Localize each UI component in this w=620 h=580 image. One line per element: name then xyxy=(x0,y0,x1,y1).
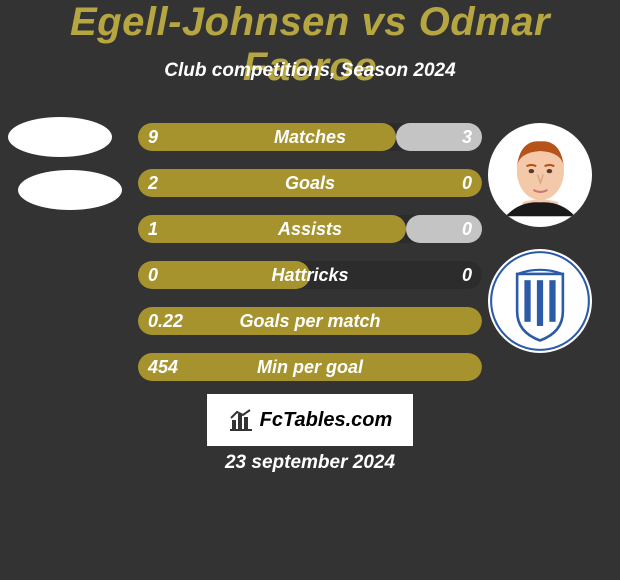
subtitle: Club competitions, Season 2024 xyxy=(0,60,620,82)
stat-label: Hattricks xyxy=(138,261,482,289)
date-label: 23 september 2024 xyxy=(0,452,620,474)
stat-label: Min per goal xyxy=(138,353,482,381)
stat-row: 00Hattricks xyxy=(138,261,482,289)
club-right-avatar xyxy=(488,249,592,353)
stat-label: Goals per match xyxy=(138,307,482,335)
club-crest-icon xyxy=(488,249,592,353)
stat-label: Goals xyxy=(138,169,482,197)
player-right-avatar xyxy=(488,123,592,227)
club-left-avatar xyxy=(18,170,122,210)
stat-row: 454Min per goal xyxy=(138,353,482,381)
stat-label: Matches xyxy=(138,123,482,151)
source-badge[interactable]: FcTables.com xyxy=(207,394,413,446)
chart-icon xyxy=(228,408,254,432)
stat-row: 0.22Goals per match xyxy=(138,307,482,335)
stat-row: 93Matches xyxy=(138,123,482,151)
stat-row: 20Goals xyxy=(138,169,482,197)
player-face-icon xyxy=(504,133,577,216)
stat-row: 10Assists xyxy=(138,215,482,243)
comparison-card: Egell-Johnsen vs Odmar Faeroe Club compe… xyxy=(0,0,620,580)
player-left-avatar xyxy=(8,117,112,157)
stat-label: Assists xyxy=(138,215,482,243)
source-badge-text: FcTables.com xyxy=(260,409,393,432)
